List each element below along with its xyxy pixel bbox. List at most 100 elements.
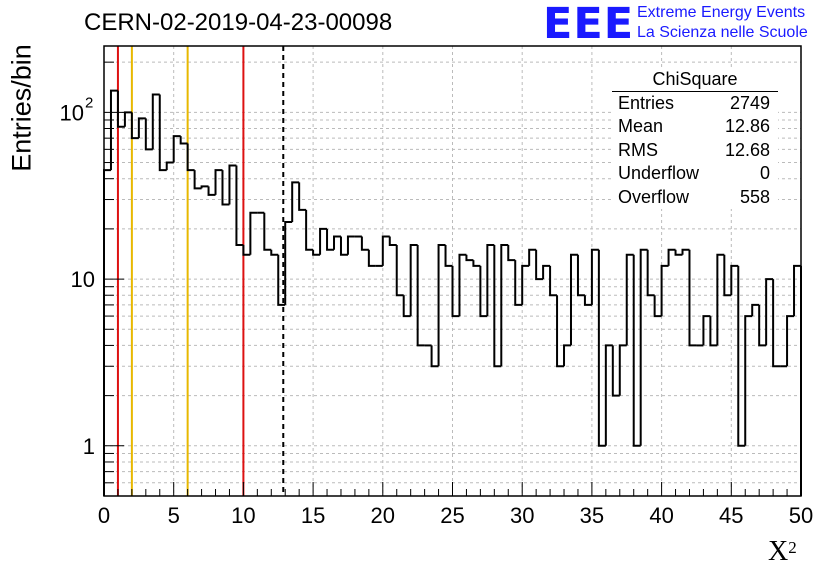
y-tick-label: 10 [60, 100, 84, 125]
stats-value: 12.86 [724, 116, 770, 137]
x-tick-label: 40 [649, 503, 673, 528]
stats-value: 12.68 [724, 139, 770, 160]
histogram-bin [472, 260, 481, 267]
histogram-bin [493, 245, 502, 368]
stats-row: Mean 12.86 [612, 115, 778, 138]
histogram-bin [500, 244, 509, 367]
histogram-bin [576, 254, 585, 297]
stats-row: Overflow 558 [612, 186, 778, 209]
histogram-bin [744, 315, 753, 446]
y-tick-label-exponent: 2 [85, 94, 93, 111]
histogram-bin [339, 236, 348, 256]
histogram-bin [235, 165, 244, 247]
histogram-bin [291, 181, 300, 222]
histogram-bin [528, 248, 537, 266]
stats-box: ChiSquare Entries 2749 Mean 12.86 RMS 12.68… [612, 68, 778, 210]
histogram-bin [730, 264, 739, 296]
histogram-bin [381, 235, 390, 266]
y-axis-label: Entries/bin [6, 44, 37, 172]
histogram-bin [458, 253, 467, 317]
histogram-bin [409, 244, 418, 317]
histogram-bin [681, 248, 690, 255]
histogram-bin [151, 93, 160, 150]
x-tick-label: 35 [580, 503, 604, 528]
eee-logo: EEE [543, 0, 635, 49]
histogram-bin [305, 209, 314, 251]
histogram-bin [298, 182, 307, 211]
histogram-bin [786, 315, 795, 367]
histogram-bin [563, 344, 571, 367]
histogram-bin [688, 249, 697, 347]
x-tick-label: 10 [231, 503, 255, 528]
histogram-bin [277, 254, 286, 306]
chart-title: CERN-02-2019-04-23-00098 [84, 9, 393, 36]
histogram-bin [437, 244, 446, 367]
y-tick-label: 10 [71, 267, 95, 292]
histogram-bin [144, 118, 153, 151]
histogram-bin [103, 169, 111, 496]
histogram-bin [618, 344, 627, 396]
x-tick-label: 50 [789, 503, 813, 528]
histogram-bin [639, 248, 648, 446]
histogram-bin [765, 278, 774, 346]
histogram-bin [388, 236, 397, 247]
logo-caption-line2: La Scienza nelle Scuole [637, 24, 808, 41]
histogram-bin [179, 136, 188, 145]
histogram-bin [646, 249, 655, 297]
histogram-bin [346, 235, 355, 255]
histogram-bin [709, 316, 718, 347]
histogram-bin [444, 245, 453, 267]
histogram-bin [228, 164, 237, 205]
histogram-bin [200, 185, 209, 189]
histogram-bin [625, 253, 634, 346]
histogram-bin [312, 249, 321, 256]
histogram-bin [486, 244, 495, 317]
histogram-bin [549, 265, 558, 297]
histogram-bin [674, 249, 683, 256]
histogram-bin [793, 264, 801, 317]
histogram-bin [702, 315, 711, 346]
histogram-bin [130, 112, 139, 140]
histogram-bin [583, 295, 592, 306]
histogram-bin [604, 344, 613, 446]
histogram-bin [326, 228, 335, 251]
histogram-bin [367, 249, 376, 267]
histogram-bin [123, 111, 132, 127]
histogram-bin [535, 249, 544, 281]
histogram-bin [395, 245, 404, 297]
stats-label: Underflow [618, 163, 700, 184]
histogram-bin [758, 304, 767, 347]
histogram-bin [284, 220, 293, 305]
logo-caption-line1: Extreme Energy Events [637, 4, 806, 21]
stats-row: Entries 2749 [612, 92, 778, 115]
x-tick-label: 25 [440, 503, 464, 528]
histogram-bin [172, 135, 181, 163]
histogram-bin [479, 265, 488, 318]
histogram-bin [214, 169, 223, 195]
histogram-bin [751, 303, 760, 317]
stats-label: RMS [618, 139, 658, 160]
x-axis-label-sup: 2 [788, 538, 797, 557]
histogram-bin [165, 161, 174, 171]
histogram-bin [667, 248, 676, 266]
logo-caption: Extreme Energy Events La Scienza nelle S… [637, 3, 808, 43]
histogram-bin [632, 254, 641, 447]
histogram-bin [653, 295, 662, 318]
stats-title: ChiSquare [612, 68, 778, 92]
histogram-bin [137, 117, 146, 139]
stats-label: Mean [618, 116, 664, 137]
x-tick-label: 15 [301, 503, 325, 528]
stats-row: RMS 12.68 [612, 139, 778, 162]
histogram-bin [597, 249, 606, 447]
histogram-bin [186, 143, 195, 172]
histogram-bin [158, 94, 167, 172]
histogram-bin [737, 265, 746, 447]
histogram-bin [514, 260, 523, 306]
histogram-bin [660, 264, 669, 317]
x-tick-label: 30 [510, 503, 534, 528]
histogram-bin [270, 249, 279, 256]
histogram-bin [611, 345, 620, 397]
histogram-bin [772, 279, 781, 368]
histogram-bin [507, 245, 516, 262]
